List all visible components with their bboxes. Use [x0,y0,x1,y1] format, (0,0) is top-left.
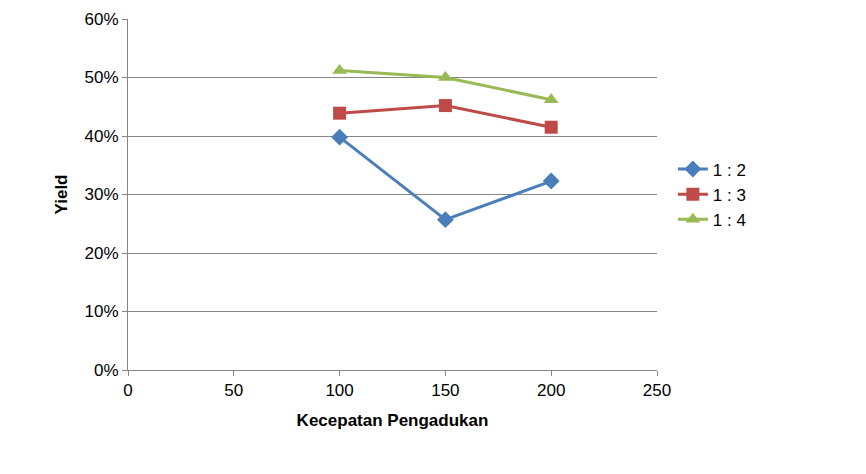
svg-text:50: 50 [224,381,243,400]
svg-text:150: 150 [431,381,459,400]
svg-text:0: 0 [123,381,132,400]
svg-text:1 : 3: 1 : 3 [713,186,746,205]
svg-text:1 : 2: 1 : 2 [713,161,746,180]
svg-text:10%: 10% [85,302,119,321]
svg-text:50%: 50% [85,68,119,87]
svg-text:20%: 20% [85,244,119,263]
svg-text:1 : 4: 1 : 4 [713,211,746,230]
svg-text:60%: 60% [85,10,119,29]
svg-text:0%: 0% [94,361,119,380]
svg-text:200: 200 [537,381,565,400]
svg-text:40%: 40% [85,127,119,146]
svg-text:Yield: Yield [52,175,71,215]
svg-text:250: 250 [643,381,671,400]
svg-text:Kecepatan Pengadukan: Kecepatan Pengadukan [297,411,489,430]
svg-text:30%: 30% [85,185,119,204]
svg-text:100: 100 [325,381,353,400]
